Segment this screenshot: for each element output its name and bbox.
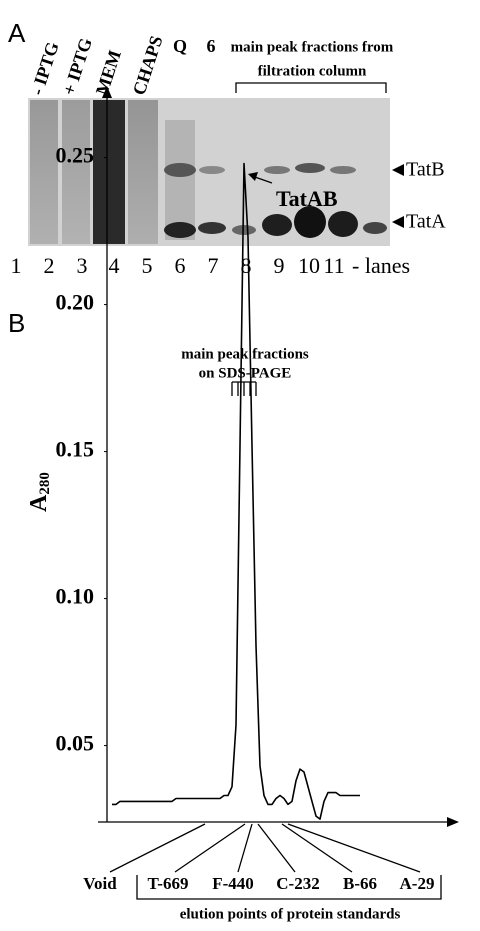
y-tick-label: 0.15: [56, 437, 95, 462]
y-axis-label: A280: [26, 472, 54, 512]
standard-label: Void: [83, 874, 117, 893]
standard-label: A-29: [400, 874, 435, 893]
bracket: [236, 83, 386, 93]
y-tick-label: 0.20: [56, 290, 95, 315]
y-tick-label: 0.05: [56, 731, 95, 756]
lane-number: 10: [298, 253, 320, 278]
lane-number: 1: [11, 253, 22, 278]
standard-label: T-669: [148, 874, 189, 893]
lane-header: CHAPS: [129, 33, 167, 97]
bracket-title: main peak fractions from: [231, 39, 394, 55]
y-tick-label: 0.10: [56, 584, 95, 609]
lane-number: 9: [274, 253, 285, 278]
lane-number: 4: [109, 253, 120, 278]
panel-label: A: [8, 18, 26, 48]
lane-number: 6: [175, 253, 186, 278]
lane-number: 3: [77, 253, 88, 278]
annotation: on SDS-PAGE: [199, 365, 292, 381]
standards-caption: elution points of protein standards: [180, 906, 401, 922]
gel: [28, 98, 390, 246]
lane-number: 2: [44, 253, 55, 278]
standard-label: B-66: [343, 874, 377, 893]
bracket-title: filtration column: [258, 63, 367, 79]
annotation: main peak fractions: [181, 346, 309, 362]
peak-label: TatAB: [276, 186, 338, 211]
lane-header: - IPTG: [27, 39, 63, 97]
lane-header: + IPTG: [59, 35, 96, 97]
lane-numbers: 1 2 3 4 5 6 7 8 9 10 11 - lanes: [11, 253, 411, 278]
lane-number: 11: [323, 253, 344, 278]
standard-label: F-440: [212, 874, 254, 893]
band-label: TatA: [406, 211, 446, 233]
y-label-main: A: [26, 494, 52, 512]
lane-number: 5: [142, 253, 153, 278]
y-tick-label: 0.25: [56, 143, 95, 168]
column-header: Q: [173, 36, 187, 56]
panel-label: B: [8, 308, 25, 338]
y-label-sub: 280: [37, 472, 53, 495]
standard-label: C-232: [276, 874, 319, 893]
arrowhead: [392, 216, 404, 228]
column-header: 6: [207, 36, 216, 56]
fraction-comb: [232, 382, 256, 396]
standard-leaders: [110, 824, 420, 872]
figure: A - IPTG + IPTG MEM CHAPS Q 6 main peak …: [0, 0, 480, 931]
band-label: TatB: [406, 159, 445, 181]
lane-number: 7: [208, 253, 219, 278]
lanes-label: - lanes: [352, 253, 410, 278]
arrowhead: [392, 164, 404, 176]
